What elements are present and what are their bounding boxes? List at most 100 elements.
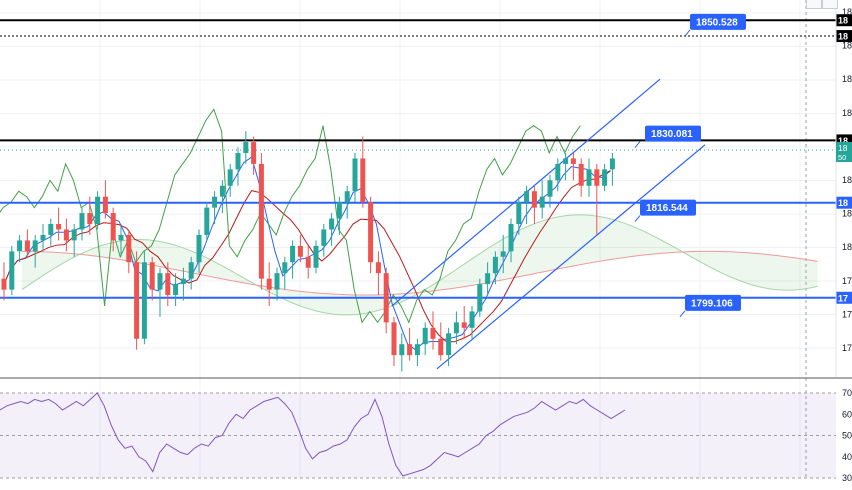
candle-up[interactable] <box>453 322 459 334</box>
candle-up[interactable] <box>414 344 420 356</box>
candle-down[interactable] <box>134 262 140 339</box>
callout-label: 1850.528 <box>696 17 738 28</box>
candle-down[interactable] <box>110 213 116 241</box>
candle-up[interactable] <box>227 169 233 186</box>
candle-up[interactable] <box>188 262 194 279</box>
candle-up[interactable] <box>313 245 319 268</box>
candle-down[interactable] <box>165 273 171 296</box>
candle-up[interactable] <box>555 163 561 181</box>
candle-down[interactable] <box>578 163 584 186</box>
support-blue-axis-tag <box>836 291 852 304</box>
candle-down[interactable] <box>407 344 413 356</box>
candle-up[interactable] <box>40 234 46 241</box>
callout-box[interactable] <box>645 125 701 142</box>
candle-down[interactable] <box>375 262 381 274</box>
candle-down[interactable] <box>63 229 69 241</box>
current-price-sub: 50 <box>838 153 846 162</box>
candle-up[interactable] <box>547 180 553 197</box>
candle-down[interactable] <box>430 327 436 339</box>
candle-down[interactable] <box>1 278 7 290</box>
candle-up[interactable] <box>274 273 280 290</box>
window-restore-icon[interactable] <box>822 0 838 9</box>
candle-down[interactable] <box>438 338 444 356</box>
candle-up[interactable] <box>422 327 428 345</box>
candle-up[interactable] <box>321 229 327 246</box>
candle-down[interactable] <box>360 158 366 203</box>
candle-down[interactable] <box>368 202 374 263</box>
price-tick-label: 18 <box>842 41 852 51</box>
candle-up[interactable] <box>9 251 15 290</box>
candle-up[interactable] <box>180 278 186 285</box>
candlesticks[interactable] <box>1 131 615 372</box>
rsi-line[interactable] <box>0 392 626 477</box>
candle-down[interactable] <box>531 191 537 208</box>
candle-up[interactable] <box>492 256 498 274</box>
candle-up[interactable] <box>524 191 530 203</box>
window-minimize-icon[interactable] <box>806 0 822 9</box>
candle-up[interactable] <box>17 240 23 252</box>
candle-up[interactable] <box>516 202 522 225</box>
candle-up[interactable] <box>157 273 163 290</box>
candle-up[interactable] <box>602 169 608 186</box>
candle-down[interactable] <box>258 163 264 279</box>
candle-down[interactable] <box>24 240 30 252</box>
callout-box[interactable] <box>640 199 696 216</box>
candle-up[interactable] <box>586 169 592 186</box>
candle-up[interactable] <box>32 240 38 252</box>
price-axis[interactable]: 18181818181818181717171850 <box>835 0 852 377</box>
rsi-tick-label: 40 <box>842 452 852 462</box>
candle-up[interactable] <box>508 224 514 252</box>
candle-up[interactable] <box>352 158 358 192</box>
candle-up[interactable] <box>204 207 210 235</box>
candle-up[interactable] <box>48 224 54 235</box>
candle-up[interactable] <box>477 284 483 312</box>
candle-down[interactable] <box>266 278 272 290</box>
candle-down[interactable] <box>305 256 311 268</box>
callout-pointer <box>634 215 641 222</box>
candle-down[interactable] <box>297 245 303 257</box>
candle-up[interactable] <box>118 234 124 241</box>
candle-up[interactable] <box>446 333 452 356</box>
candle-up[interactable] <box>399 344 405 356</box>
candle-up[interactable] <box>95 196 101 225</box>
candle-up[interactable] <box>212 196 218 208</box>
candle-down[interactable] <box>149 262 155 290</box>
candle-down[interactable] <box>251 142 257 164</box>
candle-up[interactable] <box>609 158 615 170</box>
candle-down[interactable] <box>56 224 62 230</box>
candle-down[interactable] <box>126 234 132 263</box>
candle-up[interactable] <box>485 273 491 285</box>
candle-up[interactable] <box>235 152 241 170</box>
candle-down[interactable] <box>570 158 576 164</box>
candle-down[interactable] <box>87 213 93 225</box>
candle-up[interactable] <box>79 213 85 230</box>
price-callouts[interactable]: 1850.528 1830.081 1816.544 1799.106 <box>634 13 746 318</box>
callout-box[interactable] <box>690 13 746 30</box>
candle-up[interactable] <box>290 245 296 263</box>
candle-up[interactable] <box>336 202 342 219</box>
candle-up[interactable] <box>219 185 225 197</box>
candle-up[interactable] <box>329 218 335 230</box>
candle-down[interactable] <box>594 169 600 186</box>
candle-up[interactable] <box>141 262 147 339</box>
callout-box[interactable] <box>685 294 741 311</box>
price-tick-label: 18 <box>842 108 852 118</box>
candle-down[interactable] <box>391 322 397 356</box>
current-price-tag[interactable] <box>836 142 852 162</box>
candle-up[interactable] <box>196 234 202 263</box>
rsi-panel[interactable]: 70 60 50 40 30 <box>0 377 852 483</box>
candle-up[interactable] <box>539 196 545 208</box>
candle-down[interactable] <box>461 322 467 328</box>
candle-up[interactable] <box>243 142 249 153</box>
candle-up[interactable] <box>173 284 179 296</box>
candle-down[interactable] <box>102 196 108 214</box>
candle-up[interactable] <box>563 158 569 164</box>
current-price-label: 18 <box>838 143 848 153</box>
candle-up[interactable] <box>282 262 288 274</box>
candle-up[interactable] <box>71 229 77 241</box>
candle-up[interactable] <box>344 191 350 203</box>
candle-up[interactable] <box>469 311 475 328</box>
candle-up[interactable] <box>500 251 506 257</box>
candle-down[interactable] <box>383 273 389 323</box>
